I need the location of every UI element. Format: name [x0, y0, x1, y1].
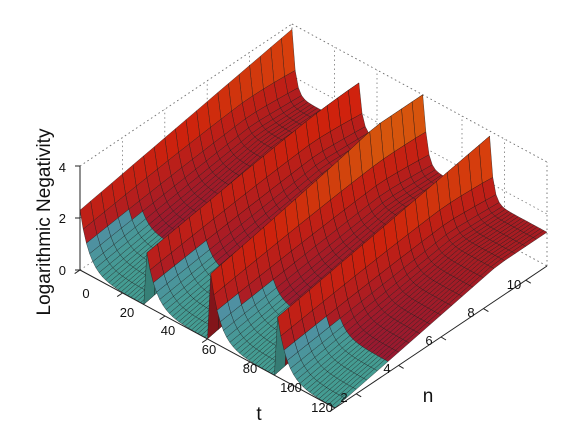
t-tick-mark: [159, 315, 166, 321]
n-tick-label: 10: [507, 277, 521, 292]
t-tick-mark: [74, 269, 81, 275]
z-tick-label: 4: [59, 160, 66, 175]
n-tick-mark: [355, 393, 362, 398]
n-tick-label: 2: [340, 390, 347, 405]
n-tick-mark: [440, 336, 447, 341]
n-tick-label: 6: [425, 333, 432, 348]
t-axis-label: t: [256, 404, 262, 425]
t-tick-label: 100: [280, 380, 302, 395]
n-axis-label: n: [423, 386, 434, 407]
n-tick-mark: [398, 364, 404, 369]
t-tick-mark: [116, 292, 123, 298]
n-tick-label: 8: [467, 305, 474, 320]
grid-line: [79, 23, 293, 167]
z-axis-label: Logarithmic Negativity: [34, 128, 55, 315]
t-tick-mark: [329, 407, 336, 413]
n-tick-mark: [483, 308, 489, 313]
t-tick-label: 20: [120, 305, 134, 320]
t-tick-mark: [244, 361, 251, 367]
t-tick-label: 0: [82, 286, 89, 301]
t-tick-label: 120: [311, 400, 333, 415]
n-axis-ticks: 2 4 6 8 10: [340, 277, 521, 405]
t-axis-ticks: 0 20 40 60 80 100 120: [82, 286, 332, 415]
t-tick-label: 80: [243, 361, 257, 376]
t-tick-label: 60: [202, 342, 216, 357]
z-tick-label: 0: [59, 263, 66, 278]
t-tick-mark: [201, 338, 208, 344]
z-tick-label: 2: [59, 211, 66, 226]
t-tick-label: 40: [161, 323, 175, 338]
t-tick-mark: [286, 384, 293, 390]
surface-mesh: [79, 28, 548, 409]
bounding-box-front: [74, 165, 548, 413]
n-tick-mark: [525, 279, 532, 284]
grid-line: [291, 23, 548, 163]
z-axis-ticks: 4 2 0: [59, 160, 66, 278]
n-tick-label: 4: [383, 361, 390, 376]
